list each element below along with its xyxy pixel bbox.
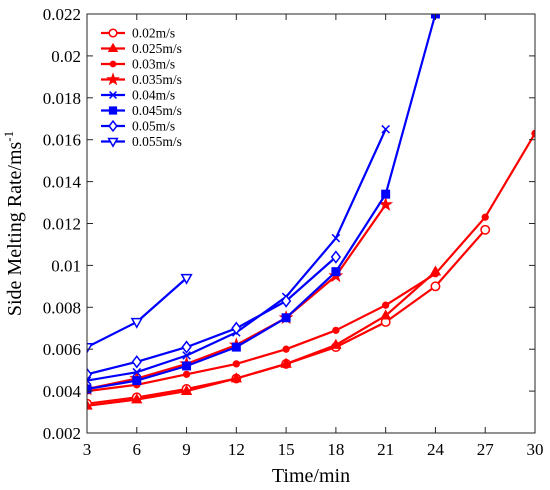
data-point <box>107 137 119 148</box>
legend-label: 0.025m/s <box>132 41 182 56</box>
x-tick-label: 30 <box>527 440 544 459</box>
data-point <box>382 301 390 309</box>
data-point <box>131 355 142 369</box>
x-tick-label: 27 <box>477 440 495 459</box>
legend-item: 0.045m/s <box>101 103 182 118</box>
legend-item: 0.035m/s <box>101 72 182 87</box>
legend-item: 0.04m/s <box>101 88 175 103</box>
axes: Time/min Side Melting Rate/ms-1 3 6 9 12 15 1… <box>1 5 544 487</box>
data-point <box>231 342 241 352</box>
legend-label: 0.045m/s <box>132 103 182 118</box>
data-point <box>280 357 292 368</box>
data-point <box>281 313 291 323</box>
legend-item: 0.055m/s <box>101 134 182 149</box>
data-point <box>182 370 191 378</box>
legend-item: 0.05m/s <box>101 119 175 134</box>
data-point <box>381 124 390 134</box>
data-point <box>109 60 117 68</box>
y-tick-label: 0.006 <box>43 340 81 359</box>
y-tick-label: 0.018 <box>43 89 81 108</box>
series-group <box>87 14 535 410</box>
y-tick-label: 0.014 <box>43 173 82 192</box>
data-point <box>130 317 143 329</box>
legend-label: 0.02m/s <box>132 26 175 41</box>
y-tick-label: 0.01 <box>51 256 81 275</box>
y-axis-title: Side Melting Rate/ms-1 <box>1 131 26 316</box>
data-point <box>430 281 441 292</box>
series-0.05m/s <box>87 250 342 382</box>
x-tick-label: 12 <box>228 440 245 459</box>
data-point <box>180 273 193 285</box>
data-point <box>280 294 292 308</box>
data-point <box>87 399 93 410</box>
series-0.055m/s <box>87 273 193 354</box>
data-point <box>132 376 142 386</box>
x-tick-label: 9 <box>182 440 191 459</box>
data-point <box>87 367 93 382</box>
data-point <box>232 360 240 368</box>
legend-item: 0.03m/s <box>101 57 175 72</box>
data-point <box>182 351 191 360</box>
legend: 0.02m/s0.025m/s0.03m/s0.035m/s0.04m/s0.0… <box>101 26 182 149</box>
y-tick-label: 0.012 <box>43 215 81 234</box>
data-point <box>87 342 94 354</box>
y-tick-label: 0.02 <box>51 47 81 66</box>
data-point <box>107 42 119 53</box>
data-point <box>331 267 341 277</box>
legend-item: 0.02m/s <box>101 26 175 41</box>
series-line <box>87 132 535 393</box>
legend-label: 0.05m/s <box>132 119 175 134</box>
x-tick-label: 3 <box>83 440 92 459</box>
data-point <box>108 28 118 38</box>
y-axis-title-superscript: -1 <box>1 131 16 142</box>
data-point <box>331 233 341 243</box>
x-tick-label: 21 <box>377 440 394 459</box>
data-point <box>106 72 120 86</box>
data-point <box>109 91 117 99</box>
data-point <box>108 119 118 133</box>
series-line <box>87 256 337 376</box>
y-tick-label: 0.022 <box>43 5 81 24</box>
x-tick-label: 15 <box>278 440 295 459</box>
y-tick-label: 0.016 <box>43 131 81 150</box>
data-point <box>231 321 242 335</box>
x-tick-label: 24 <box>427 440 445 459</box>
data-point <box>379 309 392 320</box>
data-point <box>230 372 243 383</box>
data-point <box>480 224 491 235</box>
legend-label: 0.055m/s <box>132 134 182 149</box>
plot-area <box>87 14 535 410</box>
data-point <box>330 338 342 349</box>
y-axis-title-main: Side Melting Rate/ms <box>4 141 26 316</box>
series-line <box>87 277 188 349</box>
data-point <box>481 213 489 221</box>
x-axis-title: Time/min <box>272 465 350 487</box>
legend-item: 0.025m/s <box>101 41 182 56</box>
data-point <box>431 270 440 278</box>
data-point <box>381 189 391 199</box>
series-0.045m/s <box>87 14 440 394</box>
x-tick-label: 18 <box>327 440 344 459</box>
data-point <box>181 340 192 354</box>
y-tick-label: 0.004 <box>43 382 82 401</box>
data-point <box>282 345 290 353</box>
series-line <box>87 270 437 407</box>
legend-label: 0.03m/s <box>132 57 175 72</box>
data-point <box>108 106 118 115</box>
data-point <box>131 393 143 404</box>
series-0.025m/s <box>87 265 442 410</box>
data-point <box>132 367 142 377</box>
legend-label: 0.035m/s <box>132 72 182 87</box>
series-line <box>87 14 437 391</box>
y-tick-label: 0.008 <box>43 298 81 317</box>
data-point <box>182 361 192 371</box>
legend-label: 0.04m/s <box>132 88 175 103</box>
data-point <box>87 376 92 385</box>
data-point <box>330 250 342 264</box>
y-tick-label: 0.002 <box>43 424 81 443</box>
data-point <box>180 384 193 395</box>
data-point <box>332 326 340 334</box>
x-tick-label: 6 <box>133 440 142 459</box>
